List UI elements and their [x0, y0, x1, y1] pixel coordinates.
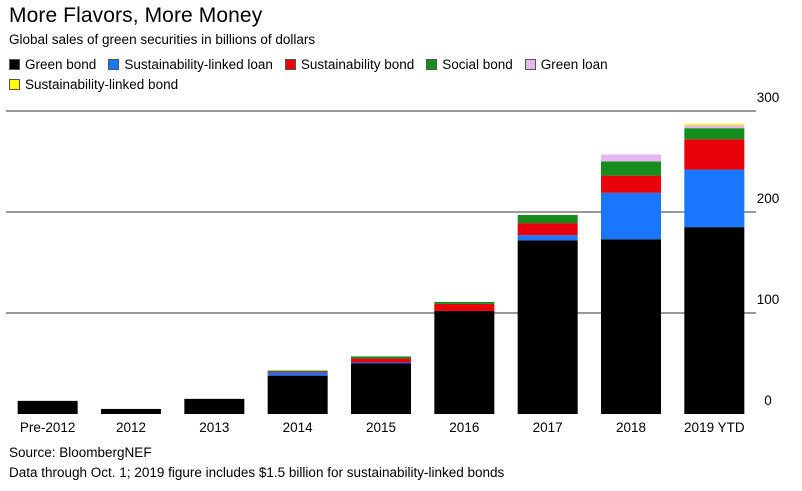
- bar-segment-green-bond: [684, 227, 745, 414]
- source-note: Source: BloombergNEF: [9, 445, 152, 460]
- legend-label: Green bond: [25, 57, 97, 72]
- bar-segment-sustainability-linked-bond: [684, 123, 745, 126]
- x-tick-label: Pre-2012: [20, 420, 76, 435]
- bar-segment-sustainability-linked-loan: [351, 362, 411, 364]
- legend-item-sustainability-linked-bond: Sustainability-linked bond: [9, 75, 178, 94]
- bar-segment-green-loan: [601, 154, 661, 162]
- bar-segment-sustainability-linked-loan: [684, 169, 745, 228]
- bar-segment-green-bond: [434, 310, 495, 414]
- footnote: Data through Oct. 1; 2019 figure include…: [9, 465, 505, 480]
- legend-swatch: [9, 59, 20, 70]
- x-tick-label: 2017: [533, 420, 563, 435]
- bar-segment-sustainability-bond: [684, 139, 745, 170]
- y-tick-label: 100: [757, 292, 780, 307]
- legend-label: Green loan: [540, 57, 608, 72]
- bar-segment-sustainability-bond: [601, 175, 661, 193]
- bar-segment-green-loan: [684, 125, 745, 129]
- legend-swatch: [426, 59, 438, 70]
- bar-segment-sustainability-linked-loan: [267, 372, 328, 376]
- bar-segment-green-bond: [351, 363, 411, 414]
- legend-item-green-bond: Green bond: [9, 55, 96, 74]
- chart-title: More Flavors, More Money: [9, 4, 263, 27]
- chart-subtitle: Global sales of green securities in bill…: [9, 32, 316, 47]
- bar-segment-sustainability-bond: [517, 223, 578, 236]
- legend-swatch: [9, 79, 20, 90]
- x-tick-label: 2013: [199, 420, 229, 435]
- x-tick-label: 2012: [116, 420, 146, 435]
- x-tick-label: 2014: [283, 420, 314, 435]
- legend-label: Sustainability-linked bond: [25, 77, 179, 92]
- y-tick-label: 200: [757, 191, 780, 206]
- x-tick-label: 2019 YTD: [684, 420, 745, 435]
- bar-segment-sustainability-linked-loan: [601, 192, 661, 240]
- bar-segment-social-bond: [684, 128, 745, 140]
- bar-segment-sustainability-linked-loan: [517, 235, 578, 241]
- legend-swatch: [108, 59, 120, 70]
- legend-label: Sustainability bond: [300, 57, 415, 72]
- legend-label: Social bond: [442, 57, 513, 72]
- legend-label: Sustainability-linked loan: [124, 57, 273, 72]
- legend-item-sustainability-linked-loan: Sustainability-linked loan: [108, 55, 273, 74]
- legend-swatch: [284, 59, 296, 70]
- bar-segment-green-bond: [517, 240, 578, 414]
- bar-segment-green-bond: [17, 400, 78, 414]
- bar-segment-sustainability-bond: [351, 358, 411, 363]
- y-tick-label: 0: [764, 393, 772, 408]
- x-tick-label: 2018: [616, 420, 646, 435]
- bar-segment-green-bond: [601, 239, 661, 414]
- bar-segment-social-bond: [267, 370, 328, 372]
- bar-segment-social-bond: [434, 301, 495, 304]
- x-tick-label: 2015: [366, 420, 396, 435]
- bar-segment-social-bond: [601, 161, 661, 176]
- bar-segment-green-bond: [184, 398, 245, 414]
- y-tick-label: 300: [757, 90, 780, 105]
- bar-segment-green-bond: [267, 375, 328, 414]
- bar-segment-social-bond: [351, 356, 411, 359]
- x-tick-label: 2016: [449, 420, 479, 435]
- legend-item-green-loan: Green loan: [524, 55, 608, 74]
- legend-item-social-bond: Social bond: [426, 55, 513, 74]
- legend-item-sustainability-bond: Sustainability bond: [284, 55, 415, 74]
- bar-segment-green-bond: [101, 408, 161, 414]
- bar-segment-sustainability-bond: [434, 303, 495, 311]
- bar-segment-social-bond: [517, 215, 578, 224]
- bar-segment-sustainability-bond: [267, 371, 328, 373]
- legend: Green bond Sustainability-linked loan Sust…: [9, 55, 789, 95]
- legend-swatch: [524, 59, 536, 70]
